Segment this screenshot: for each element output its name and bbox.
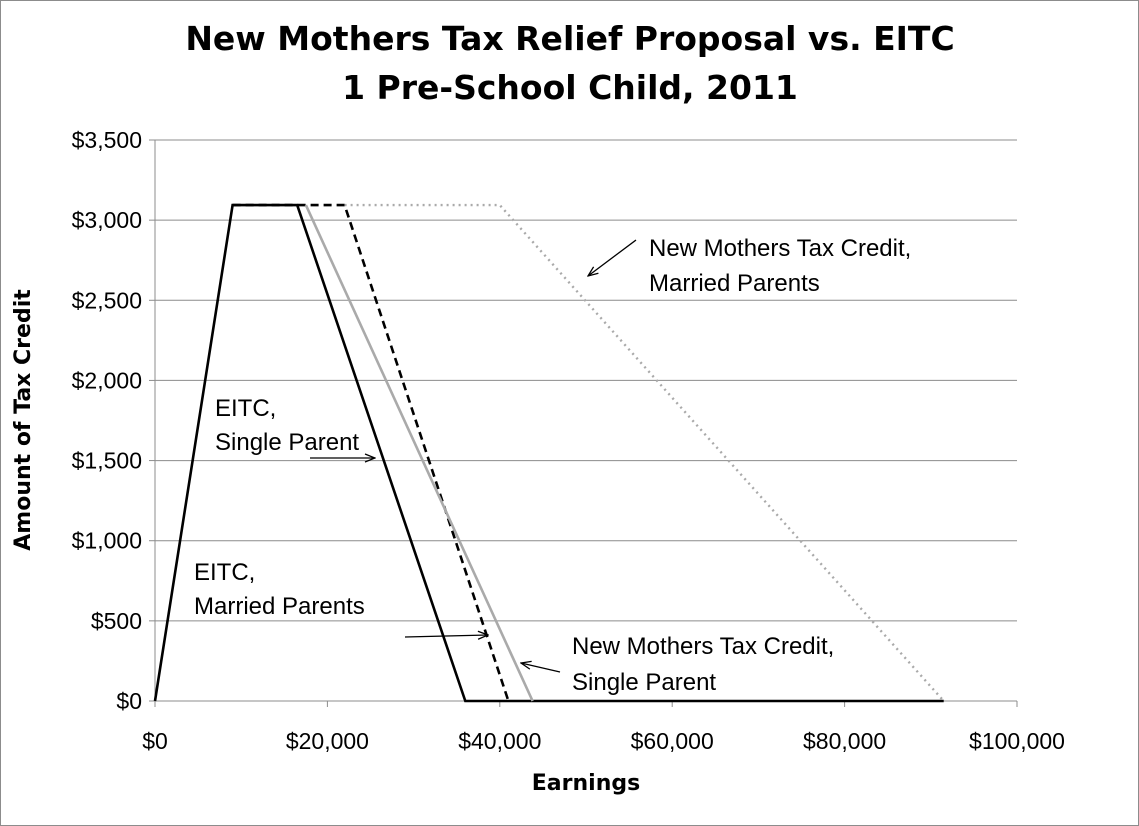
y-tick-label: $1,500 xyxy=(72,448,142,474)
annotation-nm-single: New Mothers Tax Credit, Single Parent xyxy=(521,633,834,696)
annotation-nm-married-arrow xyxy=(588,239,637,276)
y-tick-label: $0 xyxy=(116,688,142,714)
annotation-nm-single-line-2: Single Parent xyxy=(572,669,716,696)
annotation-eitc-single-line-2: Single Parent xyxy=(215,429,359,456)
annotation-eitc-married-line-2: Married Parents xyxy=(194,593,365,620)
annotation-eitc-single: EITC, Single Parent xyxy=(215,395,375,458)
y-tick-labels: $0 $500 $1,000 $1,500 $2,000 $2,500 $3,000 $3,5… xyxy=(72,127,155,714)
x-tick-labels: $0 $20,000 $40,000 $60,000 $80,000 $100,000 xyxy=(142,701,1065,754)
chart-title-line-2: 1 Pre-School Child, 2011 xyxy=(342,68,798,107)
annotation-eitc-married-line-1: EITC, xyxy=(194,559,255,586)
annotation-eitc-married: EITC, Married Parents xyxy=(194,559,488,637)
x-tick-label: $80,000 xyxy=(803,728,886,754)
y-tick-label: $3,500 xyxy=(72,127,142,153)
annotation-nm-married-line-1: New Mothers Tax Credit, xyxy=(649,235,911,262)
y-axis-title: Amount of Tax Credit xyxy=(11,289,36,551)
series-lines xyxy=(153,203,945,703)
annotation-eitc-single-line-1: EITC, xyxy=(215,395,276,422)
x-tick-label: $0 xyxy=(142,728,168,754)
y-tick-label: $1,000 xyxy=(72,528,142,554)
y-tick-label: $3,000 xyxy=(72,207,142,233)
series-line-solid-black xyxy=(153,203,944,703)
annotation-eitc-married-arrow xyxy=(404,635,488,637)
annotation-nm-married-line-2: Married Parents xyxy=(649,270,820,297)
y-tick-label: $2,500 xyxy=(72,287,142,313)
chart-title-line-1: New Mothers Tax Relief Proposal vs. EITC xyxy=(185,19,954,58)
series-line-solid-gray xyxy=(304,204,534,702)
x-axis-title: Earnings xyxy=(532,771,640,796)
x-tick-label: $100,000 xyxy=(969,728,1065,754)
x-tick-label: $20,000 xyxy=(286,728,369,754)
y-tick-label: $500 xyxy=(91,608,142,634)
annotation-nm-married: New Mothers Tax Credit, Married Parents xyxy=(588,235,911,297)
y-tick-label: $2,000 xyxy=(72,367,142,393)
annotation-nm-single-arrow xyxy=(521,663,561,673)
annotation-nm-single-line-1: New Mothers Tax Credit, xyxy=(572,633,834,660)
x-tick-label: $60,000 xyxy=(631,728,714,754)
x-tick-label: $40,000 xyxy=(458,728,541,754)
